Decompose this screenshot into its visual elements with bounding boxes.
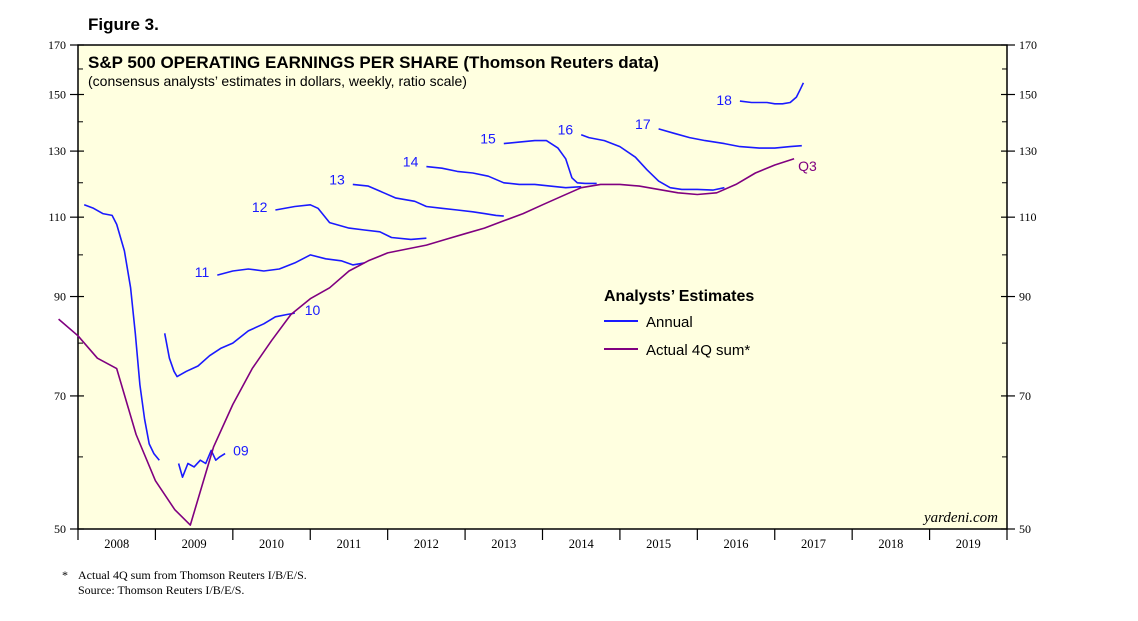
annual-estimate-line-09	[177, 449, 226, 479]
y-tick-label-left: 70	[54, 389, 66, 403]
plot-area	[77, 44, 1008, 530]
x-tick-label: 2015	[646, 537, 671, 551]
annual-estimate-line-2015	[503, 139, 597, 185]
x-tick-label: 2010	[259, 537, 284, 551]
series-label-17: 17	[635, 116, 651, 132]
y-tick-label-left: 50	[54, 522, 66, 536]
y-tick-label-right: 50	[1019, 522, 1031, 536]
y-tick-label-left: 130	[48, 144, 66, 158]
footnote-asterisk: * Actual 4Q sum from Thomson Reuters I/B/…	[62, 568, 307, 583]
x-tick-label: 2012	[414, 537, 439, 551]
annual-estimate-line-2011	[217, 254, 365, 276]
x-tick-label: 2009	[182, 537, 207, 551]
series-label-16: 16	[558, 122, 574, 138]
y-tick-label-left: 110	[48, 210, 66, 224]
actual-4q-sum-line	[58, 158, 795, 526]
x-tick-label: 2018	[878, 537, 903, 551]
series-label-11: 11	[195, 264, 210, 280]
y-tick-label-right: 130	[1019, 144, 1037, 158]
chart-title: S&P 500 OPERATING EARNINGS PER SHARE (Th…	[88, 53, 659, 72]
y-tick-label-right: 170	[1019, 38, 1037, 52]
annual-estimate-line-2009	[83, 204, 160, 461]
x-tick-label: 2008	[104, 537, 129, 551]
annual-estimate-line-2017	[658, 128, 802, 149]
y-tick-label-right: 110	[1019, 210, 1037, 224]
y-tick-label-left: 170	[48, 38, 66, 52]
y-tick-label-left: 90	[54, 290, 66, 304]
legend: Analysts’ Estimates Annual Actual 4Q sum…	[604, 288, 754, 359]
series-label-09: 09	[233, 443, 249, 459]
y-tick-label-left: 150	[48, 88, 66, 102]
footnotes: * Actual 4Q sum from Thomson Reuters I/B/…	[62, 568, 307, 598]
axis-ticks	[70, 44, 1015, 540]
y-tick-label-right: 70	[1019, 389, 1031, 403]
eps-line-chart: 09 10 11 12 13 14 15 16 17 18 Q3 50 50 70 70 90 90 110 11…	[48, 38, 1037, 551]
x-tick-label: 2014	[569, 537, 595, 551]
yardeni-watermark: yardeni.com	[922, 510, 998, 526]
chart-subtitle: (consensus analysts’ estimates in dollar…	[88, 73, 467, 89]
legend-label-actual: Actual 4Q sum*	[646, 342, 750, 359]
legend-title: Analysts’ Estimates	[604, 288, 754, 305]
x-tick-label: 2017	[801, 537, 826, 551]
series-label-12: 12	[252, 199, 268, 215]
x-tick-label: 2019	[956, 537, 981, 551]
annual-estimate-line-2013	[352, 183, 504, 217]
x-tick-label: 2013	[491, 537, 516, 551]
series-label-18: 18	[716, 92, 732, 108]
series-label-14: 14	[403, 154, 419, 170]
series-label-Q3: Q3	[798, 158, 817, 174]
footnote-source: Source: Thomson Reuters I/B/E/S.	[78, 583, 245, 597]
legend-label-annual: Annual	[646, 314, 693, 331]
footnote-note: Actual 4Q sum from Thomson Reuters I/B/E…	[78, 568, 307, 582]
series-labels: 09 10 11 12 13 14 15 16 17 18 Q3	[195, 92, 817, 458]
series-label-10: 10	[305, 302, 321, 318]
annual-estimate-line-2010	[163, 312, 295, 378]
series-label-13: 13	[329, 171, 345, 187]
annual-estimate-line-2016	[580, 133, 725, 191]
annual-estimate-line-2018	[739, 82, 805, 105]
series-label-15: 15	[480, 131, 496, 147]
annual-estimate-line-2014	[426, 165, 582, 189]
x-tick-label: 2011	[337, 537, 362, 551]
axis-tick-labels: 50 50 70 70 90 90 110 110 130 130 150 150 170 170 2008…	[48, 38, 1037, 551]
x-tick-label: 2016	[724, 537, 749, 551]
annual-estimate-line-2012	[275, 204, 427, 241]
y-tick-label-right: 150	[1019, 88, 1037, 102]
footnote-marker: *	[62, 568, 68, 582]
y-tick-label-right: 90	[1019, 290, 1031, 304]
figure-label: Figure 3.	[88, 15, 159, 34]
series-lines	[58, 82, 805, 526]
